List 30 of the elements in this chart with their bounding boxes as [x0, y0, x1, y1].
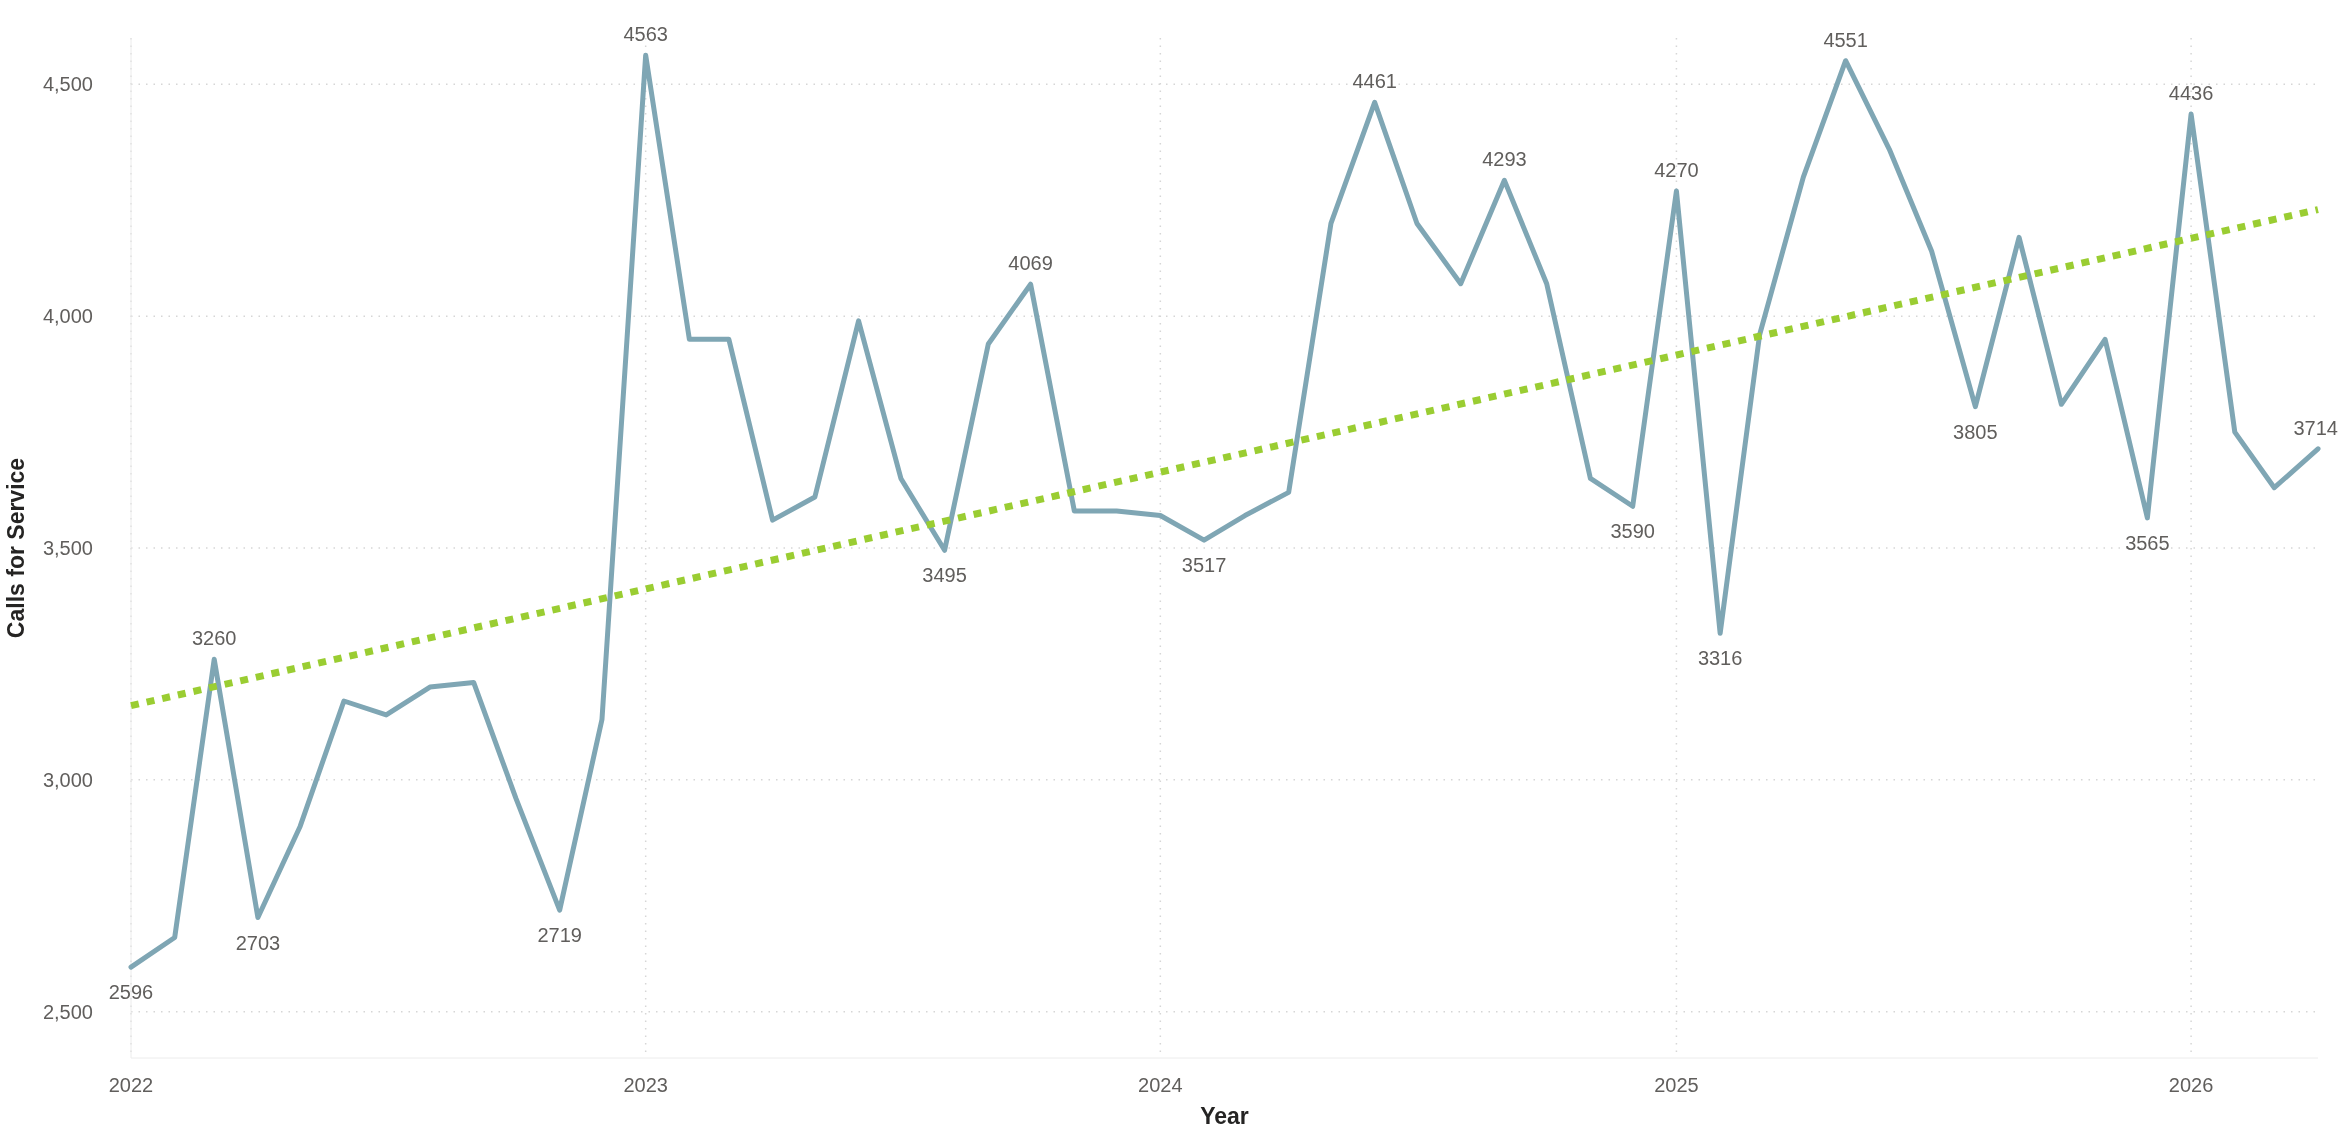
y-tick-label: 3,000 [42, 768, 93, 791]
x-axis-title: Year [1200, 1103, 1249, 1129]
y-tick-label: 3,500 [42, 537, 93, 559]
data-label: 4461 [1352, 70, 1397, 93]
data-label: 2703 [235, 931, 281, 954]
data-label: 3260 [191, 627, 237, 650]
y-tick-label: 4,500 [42, 73, 93, 96]
x-tick-label: 2026 [2168, 1074, 2214, 1096]
data-label: 3495 [922, 564, 967, 587]
data-label: 3517 [1181, 554, 1227, 577]
data-label: 4551 [1823, 28, 1868, 51]
data-label: 3805 [1953, 420, 1998, 443]
data-label: 4293 [1482, 148, 1527, 171]
y-axis-title: Calls for Service [3, 457, 29, 639]
data-label: 2719 [537, 924, 582, 947]
data-label: 4436 [2168, 82, 2214, 105]
data-label: 4563 [623, 23, 668, 46]
x-tick-label: 2025 [1654, 1074, 1699, 1096]
data-label: 4270 [1654, 159, 1699, 181]
x-tick-label: 2023 [623, 1074, 668, 1096]
data-label: 4069 [1008, 252, 1053, 275]
data-label: 3590 [1610, 520, 1655, 543]
data-label: 3565 [2125, 531, 2170, 554]
data-label: 3316 [1697, 647, 1743, 670]
y-tick-label: 2,500 [42, 1000, 93, 1023]
data-label: 2596 [108, 981, 154, 1004]
y-tick-label: 4,000 [42, 305, 93, 328]
data-label: 3714 [2293, 416, 2338, 439]
x-tick-label: 2022 [108, 1074, 154, 1096]
x-tick-label: 2024 [1138, 1074, 1183, 1096]
